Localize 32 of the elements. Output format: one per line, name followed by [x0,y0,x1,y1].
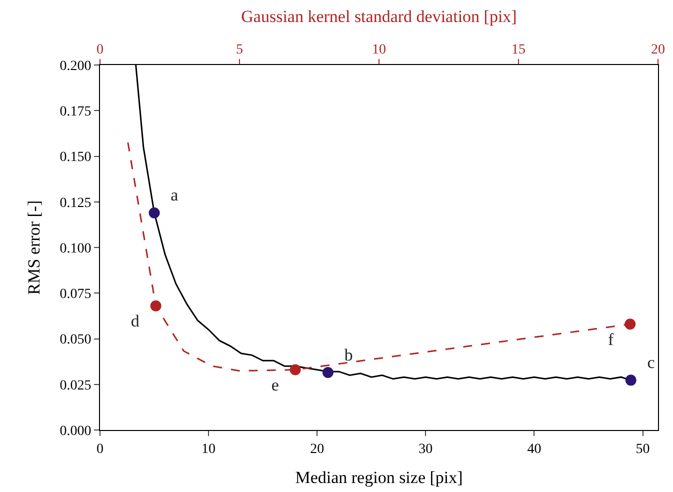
data-label: f [600,330,622,349]
y-tick-label: 0.150 [60,150,92,166]
x2-tick-label: 0 [96,42,104,58]
data-label: c [638,353,664,372]
y-tick-label: 0.000 [60,424,92,439]
x-axis-title: Median region size [pix] [295,468,463,488]
x2-tick-label: 20 [651,42,665,58]
y-tick-label: 0.200 [60,58,92,74]
x2-tick-label: 15 [512,42,526,58]
x-tick-label: 50 [636,442,650,457]
y-tick-label: 0.075 [60,287,92,302]
data-label: e [262,375,288,394]
data-label: d [122,312,148,331]
y-tick-label: 0.025 [60,378,92,394]
x-tick-label: 0 [96,442,104,457]
data-label: a [162,186,187,205]
x-tick-label: 20 [310,442,324,457]
data-label: b [336,345,362,364]
y-axis-title: RMS error [-] [24,200,44,295]
point [322,367,334,378]
x-tick-label: 30 [418,442,433,457]
x2-axis-title: Gaussian kernel standard deviation [pix] [241,6,517,26]
y-tick-label: 0.175 [60,104,92,120]
x-tick-label: 10 [202,442,216,457]
x2-tick-label: 5 [236,42,243,58]
x-tick-label: 40 [527,442,542,457]
point [148,207,160,218]
y-tick-label: 0.050 [60,332,92,348]
y-tick-label: 0.125 [60,196,92,211]
x2-tick-label: 10 [372,42,386,58]
point [625,374,636,386]
y-tick-label: 0.100 [60,241,92,256]
